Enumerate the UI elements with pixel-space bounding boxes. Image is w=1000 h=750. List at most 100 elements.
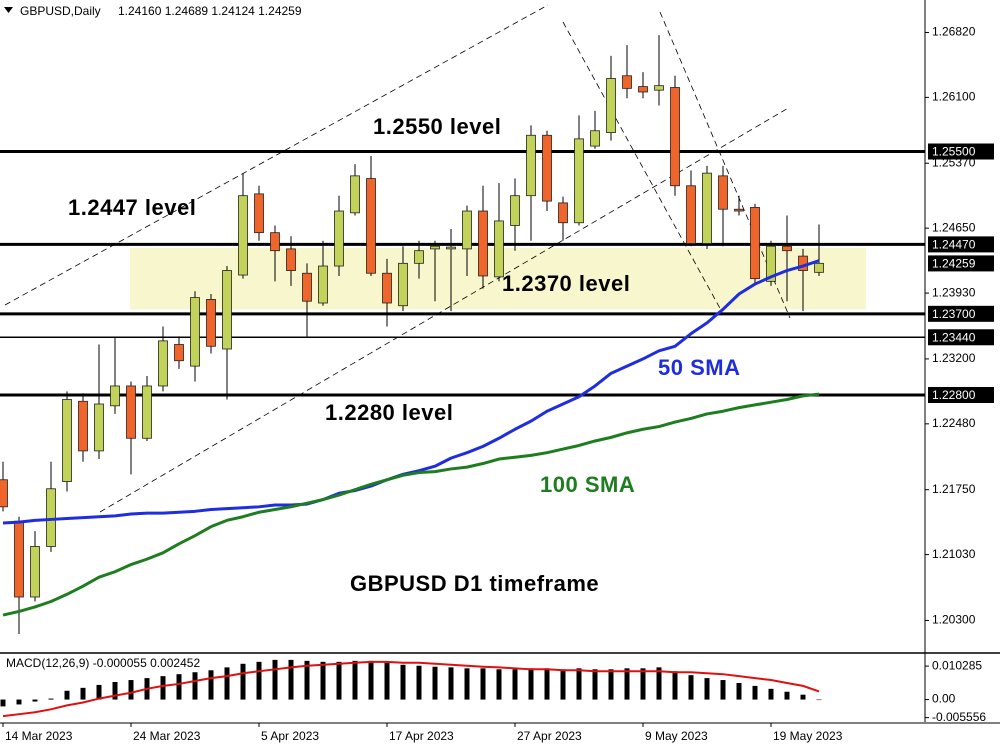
candle-body [718,175,728,210]
candle-body [318,265,328,304]
macd-bar [176,674,182,700]
candle-body [398,262,408,307]
candle-body [478,210,488,277]
level-label-box [928,329,994,346]
y-tick-label: 1.21030 [932,547,976,561]
candle-body [110,385,120,407]
candle-body [46,488,56,547]
candle-body [558,202,568,224]
macd-bar [592,669,598,700]
macd-bar [448,667,454,700]
y-tick-label: 1.23930 [932,285,976,299]
macd-bar [544,668,550,700]
macd-bar [400,664,406,700]
macd-bar [304,660,310,700]
macd-bar [480,668,486,700]
candle-body [190,297,200,367]
y-tick-label: 1.22480 [932,416,976,430]
x-tick-label: 19 May 2023 [773,729,843,743]
candle-body [126,385,136,439]
candle-body [270,232,280,252]
y-tick-label: 0.010285 [932,658,982,672]
last-price-box [928,255,994,272]
macd-bar [720,680,726,700]
macd-bar [224,667,230,700]
y-tick-label: 1.23200 [932,351,976,365]
macd-bar [688,675,694,700]
trendline [99,106,791,513]
macd-bar [160,676,166,700]
candle-body [78,400,88,452]
annotation: 1.2447 level [68,195,196,220]
series-label: 100 SMA [540,472,635,497]
candle-body [142,385,152,439]
candle-body [670,87,680,187]
annotation: 1.2550 level [373,114,501,139]
candle-body [206,298,216,347]
candle-body [574,138,584,224]
candle-body [510,195,520,226]
macd-bar [704,678,710,700]
last-price-label: 1.24259 [932,257,976,271]
macd-bar [32,699,38,702]
trendline [659,11,791,319]
level-label: 1.23440 [932,330,976,344]
candle-body [734,208,744,212]
macd-bar [768,688,774,700]
macd-bar [800,694,806,700]
candle-body [462,210,472,250]
macd-bar [560,669,566,700]
macd-bar [672,671,678,700]
y-tick-label: 1.21750 [932,482,976,496]
level-label: 1.23700 [932,307,976,321]
candle-body [366,178,376,274]
macd-bar [48,698,54,700]
y-tick-label: -0.005556 [932,710,986,724]
series-label: 50 SMA [658,355,740,380]
trendlines [4,4,791,513]
macd-bar [256,661,262,700]
candle-body [158,340,168,387]
macd-bar [464,668,470,700]
macd-bar [352,660,358,700]
macd-bar [336,661,342,700]
candle-body [526,134,536,197]
x-tick-label: 14 Mar 2023 [5,729,73,743]
y-tick-label: 1.26820 [932,25,976,39]
trendline [4,4,549,306]
macd-bar [624,668,630,700]
y-tick-label: 0.00 [932,692,956,706]
macd-bar [816,699,822,701]
candle-body [446,246,456,250]
macd-bar [512,669,518,700]
candle-body [702,172,712,244]
candle-body [94,403,104,452]
macd-bar [192,672,198,700]
annotation: GBPUSD D1 timeframe [350,571,599,596]
candle-body [494,220,504,278]
level-label-box [928,236,994,253]
trendline [562,21,723,313]
symbol-header: GBPUSD,Daily [20,4,101,18]
candle-body [0,479,8,508]
ohlc-header: 1.24160 1.24689 1.24124 1.24259 [118,4,302,18]
candle-body [606,78,616,133]
annotation: 1.2280 level [325,400,453,425]
candle-body [254,193,264,234]
x-tick-label: 24 Mar 2023 [133,729,201,743]
candle-body [542,134,552,202]
macd-bar [112,681,118,700]
annotations: GBPUSD,Daily 1.24160 1.24689 1.24124 1.2… [4,4,740,670]
macd-bar [416,665,422,700]
candle-body [782,245,792,252]
macd-bar [368,660,374,700]
macd-bar [272,659,278,700]
macd-bar [496,669,502,700]
candle-body [174,344,184,362]
candle-body [750,207,760,280]
candle-body [14,520,24,598]
macd-bar [608,669,614,700]
candle-body [814,262,824,273]
annotation: 1.2370 level [502,271,630,296]
menu-arrow[interactable] [4,7,13,13]
